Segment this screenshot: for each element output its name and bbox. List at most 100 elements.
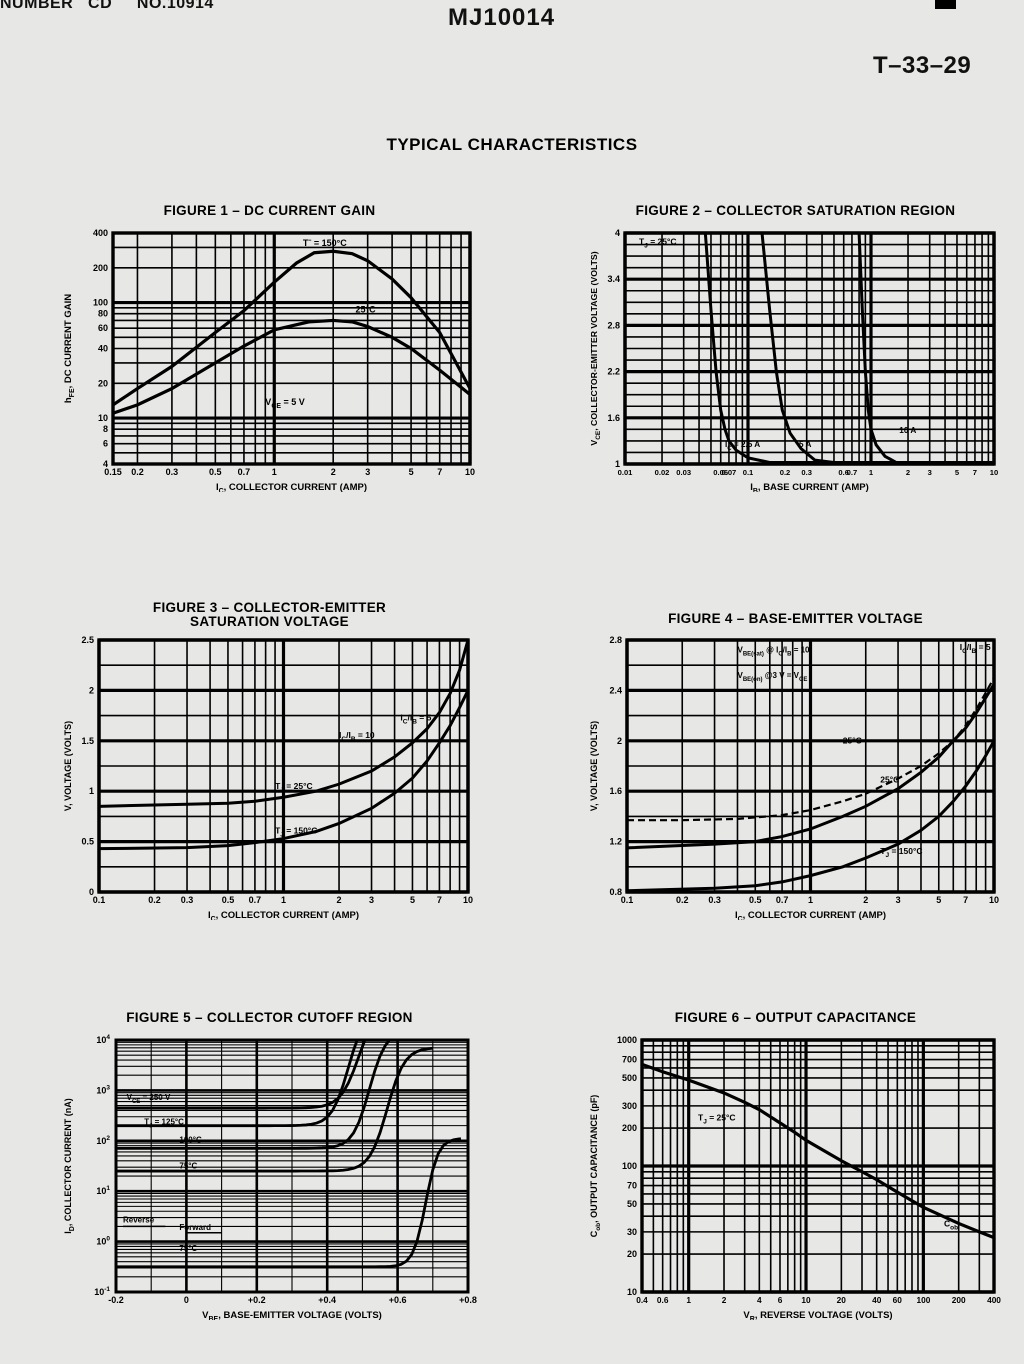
svg-text:0.6: 0.6 bbox=[657, 1295, 669, 1305]
svg-text:2: 2 bbox=[331, 467, 336, 477]
svg-text:3: 3 bbox=[928, 468, 932, 477]
svg-text:10: 10 bbox=[465, 467, 475, 477]
svg-text:2.2: 2.2 bbox=[607, 367, 620, 377]
svg-text:1.6: 1.6 bbox=[607, 413, 620, 423]
svg-text:100°C: 100°C bbox=[179, 1136, 202, 1145]
svg-text:100: 100 bbox=[93, 298, 108, 308]
svg-text:5: 5 bbox=[936, 895, 941, 905]
svg-text:60: 60 bbox=[893, 1295, 903, 1305]
svg-text:ID, COLLECTOR CURRENT (nA): ID, COLLECTOR CURRENT (nA) bbox=[63, 1098, 76, 1233]
svg-text:Forward: Forward bbox=[179, 1223, 211, 1232]
svg-text:500: 500 bbox=[622, 1073, 637, 1083]
svg-text:0.3: 0.3 bbox=[708, 895, 721, 905]
svg-text:3.4: 3.4 bbox=[607, 274, 620, 284]
svg-text:0.1: 0.1 bbox=[621, 895, 634, 905]
svg-text:400: 400 bbox=[987, 1295, 1001, 1305]
svg-text:2.8: 2.8 bbox=[609, 635, 622, 645]
svg-text:+0.2: +0.2 bbox=[248, 1295, 266, 1305]
svg-text:IC, COLLECTOR CURRENT (AMP): IC, COLLECTOR CURRENT (AMP) bbox=[208, 910, 359, 920]
svg-text:5: 5 bbox=[955, 468, 960, 477]
svg-text:10: 10 bbox=[801, 1295, 811, 1305]
svg-text:104: 104 bbox=[96, 1034, 110, 1045]
svg-text:1: 1 bbox=[686, 1295, 691, 1305]
svg-text:0.5: 0.5 bbox=[81, 837, 94, 847]
svg-text:0.3: 0.3 bbox=[166, 467, 179, 477]
svg-text:0.7: 0.7 bbox=[249, 895, 262, 905]
svg-text:Tˉ = 150°C: Tˉ = 150°C bbox=[303, 238, 347, 248]
svg-text:V, VOLTAGE (VOLTS): V, VOLTAGE (VOLTS) bbox=[63, 721, 73, 811]
svg-text:25°C: 25°C bbox=[843, 735, 862, 745]
svg-text:0.03: 0.03 bbox=[676, 468, 691, 477]
svg-text:V, VOLTAGE (VOLTS): V, VOLTAGE (VOLTS) bbox=[589, 721, 599, 811]
svg-text:VBE, BASE-EMITTER VOLTAGE (VOL: VBE, BASE-EMITTER VOLTAGE (VOLTS) bbox=[202, 1310, 382, 1320]
svg-text:25°C: 25°C bbox=[880, 774, 899, 784]
svg-text:70: 70 bbox=[627, 1181, 637, 1191]
svg-text:0.1: 0.1 bbox=[93, 895, 106, 905]
svg-text:1: 1 bbox=[615, 459, 620, 469]
svg-text:3: 3 bbox=[369, 895, 374, 905]
svg-text:0.5: 0.5 bbox=[222, 895, 235, 905]
svg-text:2: 2 bbox=[336, 895, 341, 905]
svg-text:2: 2 bbox=[906, 468, 910, 477]
svg-text:IC, COLLECTOR CURRENT (AMP): IC, COLLECTOR CURRENT (AMP) bbox=[216, 482, 367, 492]
svg-text:VBE(on) @3 V = VCE: VBE(on) @3 V = VCE bbox=[738, 671, 808, 683]
svg-text:10: 10 bbox=[463, 895, 473, 905]
svg-text:100: 100 bbox=[916, 1295, 930, 1305]
svg-text:+0.6: +0.6 bbox=[389, 1295, 407, 1305]
svg-text:VR, REVERSE VOLTAGE (VOLTS): VR, REVERSE VOLTAGE (VOLTS) bbox=[743, 1310, 892, 1320]
svg-text:0.7: 0.7 bbox=[238, 467, 251, 477]
svg-text:0.2: 0.2 bbox=[131, 467, 144, 477]
svg-text:0.01: 0.01 bbox=[618, 468, 634, 477]
svg-text:103: 103 bbox=[96, 1084, 110, 1095]
svg-text:75°C: 75°C bbox=[179, 1244, 197, 1253]
svg-text:2.4: 2.4 bbox=[609, 685, 622, 695]
svg-text:VCE = 5 V: VCE = 5 V bbox=[265, 397, 305, 410]
svg-text:0.8: 0.8 bbox=[609, 887, 622, 897]
svg-text:10: 10 bbox=[627, 1287, 637, 1297]
svg-text:1: 1 bbox=[272, 467, 277, 477]
svg-text:1000: 1000 bbox=[617, 1035, 637, 1045]
svg-text:0.7: 0.7 bbox=[776, 895, 789, 905]
svg-text:200: 200 bbox=[622, 1123, 637, 1133]
svg-text:0.7: 0.7 bbox=[847, 468, 858, 477]
svg-text:10: 10 bbox=[98, 413, 108, 423]
svg-text:100: 100 bbox=[96, 1236, 110, 1247]
svg-text:TJ = 25°C: TJ = 25°C bbox=[639, 237, 677, 250]
svg-text:10 A: 10 A bbox=[899, 426, 916, 435]
svg-text:0.5: 0.5 bbox=[749, 895, 762, 905]
svg-text:10: 10 bbox=[989, 895, 999, 905]
svg-text:hFE, DC CURRENT GAIN: hFE, DC CURRENT GAIN bbox=[63, 294, 76, 403]
svg-text:+0.4: +0.4 bbox=[318, 1295, 336, 1305]
svg-text:7: 7 bbox=[973, 468, 977, 477]
svg-text:3: 3 bbox=[365, 467, 370, 477]
svg-text:25°C: 25°C bbox=[356, 305, 377, 315]
svg-text:0.3: 0.3 bbox=[801, 468, 812, 477]
svg-text:200: 200 bbox=[952, 1295, 966, 1305]
svg-text:0.1: 0.1 bbox=[743, 468, 754, 477]
svg-text:20: 20 bbox=[837, 1295, 847, 1305]
svg-text:2.5: 2.5 bbox=[81, 635, 94, 645]
svg-text:1.5: 1.5 bbox=[81, 736, 94, 746]
svg-text:4: 4 bbox=[615, 228, 620, 238]
svg-text:VBE(sat) @ IC/IB = 10: VBE(sat) @ IC/IB = 10 bbox=[738, 646, 811, 658]
svg-text:20: 20 bbox=[627, 1249, 637, 1259]
svg-text:0.3: 0.3 bbox=[181, 895, 194, 905]
svg-text:2: 2 bbox=[617, 736, 622, 746]
svg-text:400: 400 bbox=[93, 228, 108, 238]
svg-text:40: 40 bbox=[872, 1295, 882, 1305]
svg-text:2: 2 bbox=[89, 685, 94, 695]
svg-text:2: 2 bbox=[722, 1295, 727, 1305]
svg-text:-0.2: -0.2 bbox=[108, 1295, 124, 1305]
svg-text:4: 4 bbox=[757, 1295, 762, 1305]
svg-text:1: 1 bbox=[869, 468, 874, 477]
svg-text:0.2: 0.2 bbox=[148, 895, 161, 905]
svg-text:102: 102 bbox=[96, 1135, 110, 1146]
svg-text:0.02: 0.02 bbox=[655, 468, 670, 477]
svg-text:80: 80 bbox=[98, 309, 108, 319]
svg-text:20: 20 bbox=[98, 378, 108, 388]
svg-text:0.5: 0.5 bbox=[209, 467, 222, 477]
svg-text:50: 50 bbox=[627, 1199, 637, 1209]
svg-text:Reverse: Reverse bbox=[123, 1215, 155, 1224]
svg-text:0: 0 bbox=[184, 1295, 189, 1305]
svg-text:5 A: 5 A bbox=[799, 440, 812, 449]
